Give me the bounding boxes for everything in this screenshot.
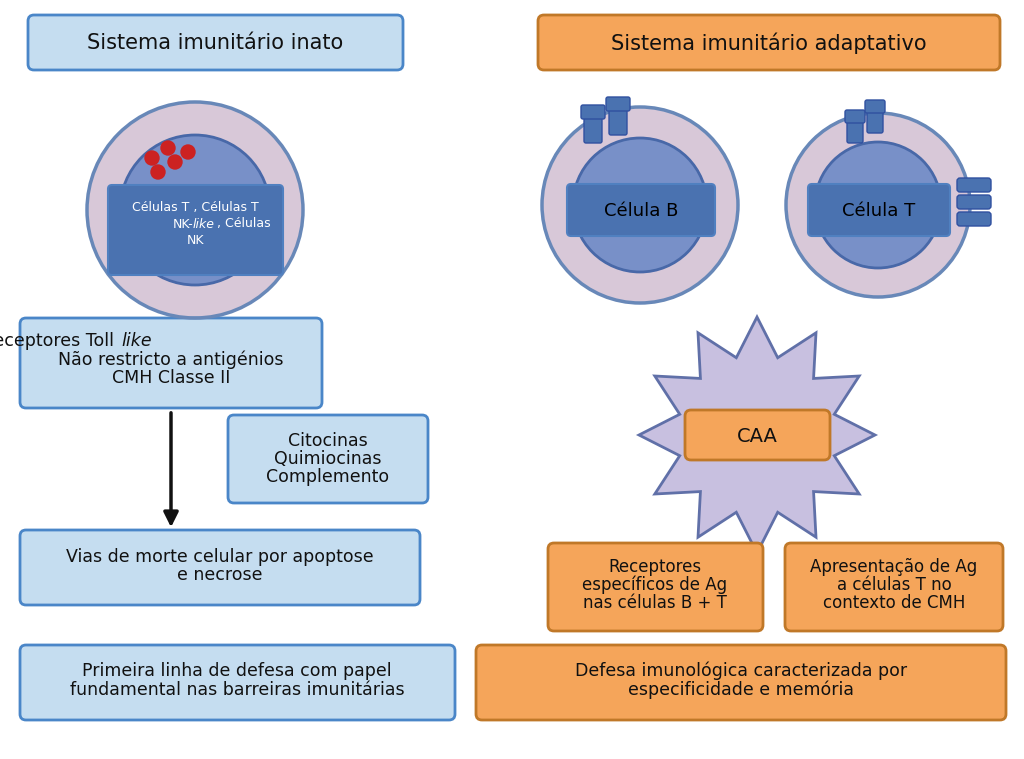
Polygon shape (639, 317, 874, 553)
FancyBboxPatch shape (867, 111, 883, 133)
FancyBboxPatch shape (538, 15, 1000, 70)
Text: Célula B: Célula B (604, 202, 678, 220)
Text: especificidade e memória: especificidade e memória (628, 681, 854, 699)
FancyBboxPatch shape (228, 415, 428, 503)
Circle shape (786, 113, 970, 297)
Text: e necrose: e necrose (177, 566, 263, 584)
FancyBboxPatch shape (685, 410, 830, 460)
FancyBboxPatch shape (847, 121, 863, 143)
Text: Citocinas: Citocinas (288, 432, 368, 450)
FancyBboxPatch shape (20, 318, 322, 408)
Text: Sistema imunitário adaptativo: Sistema imunitário adaptativo (611, 32, 927, 54)
Text: nas células B + T: nas células B + T (583, 594, 727, 612)
FancyBboxPatch shape (28, 15, 403, 70)
Text: Sistema imunitário inato: Sistema imunitário inato (87, 33, 343, 53)
Text: Vias de morte celular por apoptose: Vias de morte celular por apoptose (67, 548, 374, 566)
Circle shape (542, 107, 738, 303)
FancyBboxPatch shape (865, 100, 885, 113)
Text: Receptores Toll: Receptores Toll (0, 332, 120, 350)
FancyBboxPatch shape (808, 184, 950, 236)
Text: Células T , Células T: Células T , Células T (132, 201, 258, 215)
FancyBboxPatch shape (567, 184, 715, 236)
Circle shape (181, 145, 195, 159)
Circle shape (161, 141, 175, 155)
Text: Não restricto a antigénios: Não restricto a antigénios (58, 351, 284, 369)
FancyBboxPatch shape (581, 105, 605, 119)
FancyBboxPatch shape (606, 97, 630, 111)
Text: Complemento: Complemento (266, 468, 389, 486)
FancyBboxPatch shape (957, 212, 991, 226)
FancyBboxPatch shape (957, 178, 991, 192)
FancyBboxPatch shape (845, 110, 865, 123)
Circle shape (145, 151, 159, 165)
Text: Apresentação de Ag: Apresentação de Ag (810, 558, 978, 576)
Text: a células T no: a células T no (837, 576, 951, 594)
FancyBboxPatch shape (476, 645, 1006, 720)
Text: Receptores: Receptores (608, 558, 701, 576)
Circle shape (168, 155, 182, 169)
Circle shape (151, 165, 165, 179)
Circle shape (120, 135, 270, 285)
Text: fundamental nas barreiras imunitárias: fundamental nas barreiras imunitárias (70, 681, 404, 699)
FancyBboxPatch shape (584, 117, 602, 143)
Text: Defesa imunológica caracterizada por: Defesa imunológica caracterizada por (574, 662, 907, 680)
Circle shape (87, 102, 303, 318)
FancyBboxPatch shape (609, 109, 627, 135)
Circle shape (815, 142, 941, 268)
FancyBboxPatch shape (957, 195, 991, 209)
FancyBboxPatch shape (108, 185, 283, 275)
Text: contexto de CMH: contexto de CMH (823, 594, 966, 612)
FancyBboxPatch shape (548, 543, 763, 631)
Text: , Células: , Células (217, 218, 270, 231)
Circle shape (573, 138, 707, 272)
FancyBboxPatch shape (20, 530, 420, 605)
Text: Célula T: Célula T (843, 202, 915, 220)
Text: like: like (121, 332, 152, 350)
Text: CMH Classe II: CMH Classe II (112, 369, 230, 387)
Text: Primeira linha de defesa com papel: Primeira linha de defesa com papel (82, 662, 392, 680)
Text: Quimiocinas: Quimiocinas (274, 450, 382, 468)
Text: CAA: CAA (736, 427, 777, 446)
Text: like: like (193, 218, 215, 231)
FancyBboxPatch shape (785, 543, 1002, 631)
Text: NK: NK (186, 234, 204, 247)
Text: específicos de Ag: específicos de Ag (583, 576, 728, 594)
Text: NK-: NK- (172, 218, 193, 231)
FancyBboxPatch shape (20, 645, 455, 720)
